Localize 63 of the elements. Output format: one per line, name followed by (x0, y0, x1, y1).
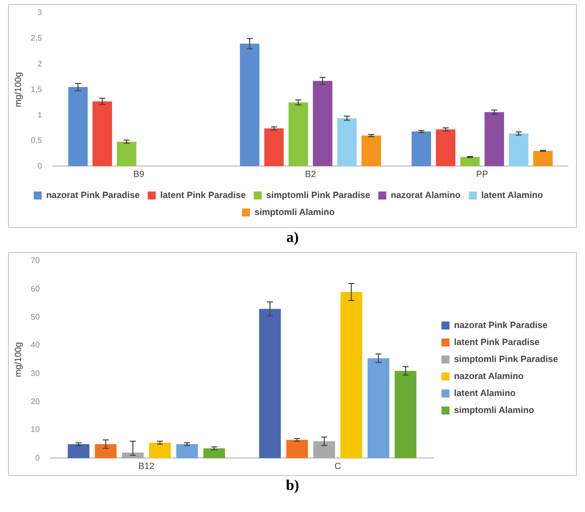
bar (312, 80, 332, 166)
x-tick-label: B9 (133, 169, 144, 180)
legend-label: nazorat Pink Paradise (454, 320, 548, 330)
y-axis-title: mg/100g (12, 72, 23, 108)
legend-label: simptomli Alamino (454, 404, 535, 415)
bar (286, 440, 308, 458)
legend-label: simptomli Pink Paradise (266, 190, 370, 200)
bar (68, 444, 90, 458)
x-tick-label: C (334, 461, 342, 472)
bar (149, 442, 171, 458)
y-tick-label: 40 (30, 340, 40, 350)
legend-label: latent Pink Paradise (454, 336, 540, 347)
y-tick-label: 0 (35, 453, 40, 462)
bar (240, 44, 260, 166)
legend-label: latent Pink Paradise (160, 190, 246, 200)
y-tick-label: 3 (37, 8, 42, 18)
text: a) (285, 229, 300, 248)
x-tick-label: B2 (304, 169, 316, 180)
legend-label: simptomli Pink Paradise (454, 354, 558, 364)
bar (313, 441, 336, 458)
bar (68, 87, 88, 166)
y-tick-label: 30 (30, 368, 40, 378)
text: b) (284, 477, 300, 496)
bar (288, 102, 308, 166)
legend-label: latent Alamino (454, 388, 516, 398)
y-tick-label: 70 (30, 256, 40, 266)
bar (412, 131, 432, 166)
bar (508, 134, 528, 166)
y-tick-label: 20 (30, 397, 40, 406)
y-tick-label: 1,5 (30, 84, 42, 94)
y-tick-label: 1 (37, 110, 42, 120)
y-tick-label: 10 (30, 425, 40, 434)
y-tick-label: 0 (37, 161, 42, 170)
bar (368, 358, 390, 458)
x-tick-label: PP (476, 169, 488, 180)
y-tick-label: 2,5 (30, 34, 42, 43)
bar (203, 448, 226, 458)
bar (484, 112, 504, 166)
y-tick-label: 50 (30, 312, 40, 322)
x-tick-label: B12 (138, 461, 154, 472)
legend-label: nazorat Pink Paradise (46, 190, 140, 200)
legend-label: simptomli Alamino (254, 206, 336, 217)
y-axis-title: mg/100g (12, 342, 23, 378)
bar (259, 308, 281, 458)
bar (264, 128, 284, 166)
bar (533, 150, 553, 166)
bar (116, 142, 136, 166)
legend-label: latent Alamino (481, 190, 544, 200)
bar (460, 157, 480, 166)
legend-label: nazorat Alamino (390, 190, 461, 200)
bar (362, 136, 381, 166)
legend-label: nazorat Alamino (454, 370, 524, 381)
bar (176, 444, 198, 458)
bar (394, 370, 416, 458)
y-tick-label: 60 (30, 284, 40, 294)
bar (340, 292, 362, 458)
y-tick-label: 0,5 (30, 136, 42, 145)
bar (94, 444, 117, 458)
bar (436, 129, 456, 166)
bar (122, 452, 144, 458)
bar (337, 118, 357, 166)
bar (92, 101, 112, 166)
y-tick-label: 2 (37, 59, 42, 68)
